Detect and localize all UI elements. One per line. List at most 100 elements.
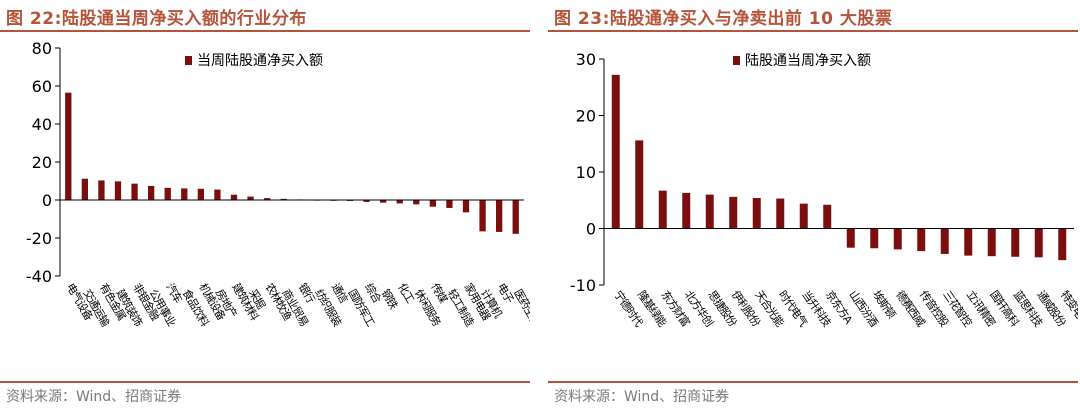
source-note: 资料来源：Wind、招商证券 [554, 389, 730, 405]
bar [446, 200, 453, 208]
svg-text:天合光能: 天合光能 [752, 288, 787, 330]
svg-text:建筑装饰: 建筑装饰 [113, 287, 146, 330]
chart-panel-stocks: 图 23:陆股通净买入与净卖出前 10 大股票 30 20 10 0 -10 宁德时代 隆基… [548, 0, 1078, 408]
category-label: 建筑装饰 [113, 287, 146, 330]
y-tick-label: 0 [42, 191, 52, 210]
bar [940, 228, 949, 254]
y-tick-label: 40 [32, 115, 52, 134]
category-label: 三花智控 [940, 288, 975, 330]
svg-text:银行: 银行 [296, 281, 319, 306]
legend-swatch [733, 56, 740, 65]
svg-text:三花智控: 三花智控 [940, 288, 975, 330]
svg-text:当升科技: 当升科技 [799, 288, 834, 330]
bar [1011, 228, 1020, 257]
bar [247, 196, 254, 200]
svg-text:特变电工: 特变电工 [1058, 288, 1078, 330]
svg-text:伊利股份: 伊利股份 [729, 288, 763, 329]
bar [214, 189, 221, 200]
bar [682, 192, 691, 229]
y-tick-label: 20 [576, 107, 596, 126]
chart-title: 图 23:陆股通净买入与净卖出前 10 大股票 [554, 4, 892, 29]
category-label: 钢铁 [379, 287, 401, 312]
category-label: 时代电气 [776, 288, 811, 330]
source-rule [0, 381, 530, 383]
bar [396, 200, 403, 204]
svg-text:通威股份: 通威股份 [1034, 288, 1068, 329]
category-label: 银行 [296, 281, 319, 306]
figure-title: 陆股通当周净买入额的行业分布 [61, 9, 307, 29]
category-label: 房地产 [213, 287, 241, 320]
svg-text:食品饮料: 食品饮料 [180, 287, 213, 330]
bar [987, 228, 996, 257]
bar [658, 190, 667, 229]
bar [1058, 228, 1067, 261]
category-label: 通信 [329, 281, 351, 306]
chart-panel-industry: 图 22:陆股通当周净买入额的行业分布 80 60 40 20 0 -20 -40 电气设备交… [0, 0, 530, 408]
bar [512, 200, 519, 234]
bar [147, 185, 155, 200]
bar [495, 200, 503, 232]
bar [799, 203, 808, 229]
bar [197, 188, 205, 200]
y-tick-label: 0 [586, 220, 596, 239]
svg-text:有色金属: 有色金属 [97, 281, 130, 324]
bar [280, 198, 287, 200]
bar [917, 228, 926, 252]
svg-text:通信: 通信 [329, 281, 351, 306]
category-label: 机械设备 [196, 281, 229, 324]
category-label: 家用电器 [461, 281, 493, 324]
bar [1034, 228, 1043, 258]
bar [429, 200, 437, 207]
svg-text:电气设备: 电气设备 [64, 281, 97, 324]
title-rule [548, 30, 1078, 32]
bar [635, 140, 644, 229]
svg-text:德赛西威: 德赛西威 [893, 288, 928, 330]
y-tick-label: -10 [570, 276, 596, 295]
bar [81, 178, 89, 200]
bar [752, 197, 761, 229]
legend-swatch [185, 56, 192, 65]
bar [893, 228, 902, 250]
bar [479, 200, 486, 232]
category-label: 德赛西威 [893, 288, 928, 330]
stocks-bar-chart: 3020100-10宁德时代隆基绿能东方财富北方华创思捷股份伊利股份天合光能时代… [570, 50, 1078, 330]
y-tick-label: 20 [32, 153, 52, 172]
bar [164, 187, 171, 200]
category-label: 埃斯顿 [870, 288, 899, 321]
category-label: 国防军工 [345, 287, 378, 330]
svg-text:埃斯顿: 埃斯顿 [870, 288, 899, 321]
category-label: 休闲服务 [412, 287, 445, 330]
svg-text:农林牧渔: 农林牧渔 [263, 281, 296, 324]
svg-text:休闲服务: 休闲服务 [412, 287, 445, 330]
category-label: 电气设备 [64, 281, 97, 324]
category-label: 特变电工 [1058, 288, 1078, 330]
legend-label: 当周陆股通净买入额 [197, 53, 323, 69]
svg-text:建筑材料: 建筑材料 [229, 281, 262, 324]
category-label: 建筑材料 [229, 281, 262, 324]
source-note: 资料来源：Wind、招商证券 [6, 389, 182, 405]
svg-text:国防军工: 国防军工 [345, 287, 378, 330]
bar [776, 198, 785, 229]
category-label: 医药生物 [511, 287, 530, 330]
category-label: 农林牧渔 [263, 281, 296, 324]
category-label: 天合光能 [752, 288, 787, 330]
y-tick-label: 80 [32, 39, 52, 58]
bar [729, 196, 738, 229]
bar [65, 92, 72, 200]
svg-text:时代电气: 时代电气 [776, 288, 811, 330]
bar [181, 188, 188, 200]
svg-text:医药生物: 医药生物 [511, 287, 530, 330]
y-tick-label: 60 [32, 77, 52, 96]
bar [413, 200, 420, 205]
svg-text:机械设备: 机械设备 [196, 281, 229, 324]
bar [462, 200, 470, 213]
bar [263, 198, 271, 200]
industry-bar-chart: 806040200-20-40电气设备交通运输有色金属建筑装饰非银金融公用事业汽… [26, 39, 530, 330]
category-label: 当升科技 [799, 288, 834, 330]
category-label: 伊利股份 [729, 288, 763, 329]
bar [964, 228, 973, 256]
bar [230, 194, 238, 200]
bar [611, 74, 620, 229]
category-label: 京东方A [823, 288, 855, 327]
bar [98, 180, 105, 200]
